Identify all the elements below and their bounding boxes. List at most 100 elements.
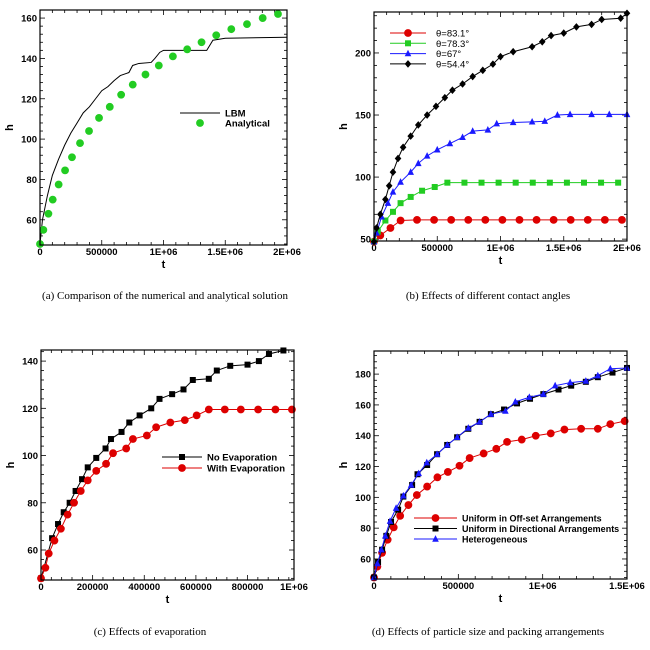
x-tick-label: 400000 [128,582,160,593]
y-tick-label: 60 [27,546,38,557]
series-1 [36,10,282,248]
caption-c: (c) Effects of evaporation [93,626,207,638]
data-point [588,20,595,29]
data-point [560,425,569,434]
data-point [423,152,431,159]
x-tick-label: 1E+06 [529,581,557,592]
data-point [148,405,155,412]
data-point [397,178,404,185]
data-point [55,521,62,528]
data-point [432,102,440,111]
data-point [399,143,407,152]
data-point [433,473,442,482]
y-tick-label: 200 [355,48,371,59]
data-point [129,435,137,443]
data-point [79,476,86,483]
data-point [455,461,464,470]
data-point [566,215,575,224]
data-point [407,481,415,488]
x-tick-label: 0 [371,581,376,592]
legend-label: LBM [225,109,246,120]
data-point [495,179,502,186]
plot-frame [40,349,295,581]
data-point [271,405,280,414]
data-point [385,181,393,190]
legend-marker [432,535,439,542]
data-point [588,110,595,118]
data-point [540,390,547,397]
legend-marker [178,464,186,472]
data-point [102,445,109,452]
y-tick-label: 50 [360,235,371,246]
data-point [44,209,53,218]
series-line [373,219,622,242]
legend-marker [431,514,440,522]
data-point [128,80,137,89]
chart-c: 60 80 100 120 140 0 200000 400000 600000 800000 1E… [5,347,308,606]
data-point [180,386,187,393]
data-point [258,14,267,22]
series-line [373,182,619,242]
data-point [136,412,143,419]
data-point [566,378,574,386]
plot-frame [39,9,288,246]
x-tick-label: 1E+06 [487,243,515,254]
legend-label: θ=78.3° [436,39,469,50]
data-point [407,168,414,175]
data-point [122,444,131,453]
y-tick-label: 120 [21,94,37,105]
y-tick-label: 60 [360,554,371,565]
data-point [461,179,468,186]
x-tick-label: 200000 [77,582,109,593]
data-point [168,52,177,61]
plot-frame [373,350,628,580]
data-point [515,215,524,224]
x-tick-label: 500000 [442,581,474,592]
y-tick-label: 120 [22,404,38,415]
data-point [212,31,221,40]
x-tick-label: 1.5E+06 [546,243,582,254]
data-point [566,110,574,118]
data-point [63,510,72,519]
legend-marker [432,525,439,532]
data-point [419,187,426,194]
data-point [166,418,175,427]
data-point [76,139,84,148]
data-point [492,444,501,453]
series-line [373,420,625,578]
data-point [213,367,220,374]
data-point [573,23,580,31]
data-point [382,531,389,539]
data-point [618,215,626,224]
data-point [76,487,85,495]
data-point [413,215,421,224]
data-point [594,371,602,379]
data-point [469,127,476,134]
data-point [85,127,93,135]
x-tick-label: 2E+06 [613,243,641,254]
series-2 [370,110,631,245]
chart-d: 60 80 100 120 140 160 180 0 500000 1E+06 1.5E+06 t h… [338,350,645,605]
data-point [501,406,508,413]
data-point [370,237,378,246]
data-point [414,121,422,129]
data-point [600,215,609,224]
x-tick-label: 500000 [86,247,118,258]
data-point [396,216,405,225]
data-point [512,397,519,405]
series-line [373,367,628,578]
data-point [204,405,213,414]
series-3 [370,9,631,246]
series-line [373,12,628,242]
data-point [541,117,549,124]
x-tick-label: 800000 [232,582,264,593]
data-point [389,188,397,195]
x-tick-label: 500000 [421,243,453,254]
data-point [415,469,422,477]
x-tick-label: 1E+06 [150,247,178,258]
data-point [141,70,150,79]
data-point [377,210,384,219]
data-point [497,52,504,61]
data-point [453,433,461,440]
data-point [386,224,395,232]
